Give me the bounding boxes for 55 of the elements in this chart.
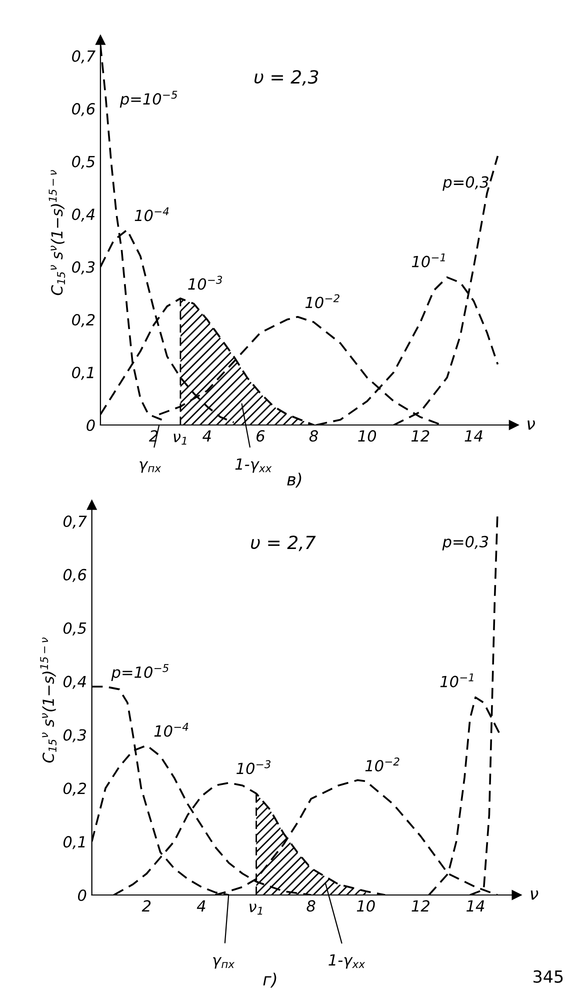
y-tick-label: 0,7	[63, 515, 87, 529]
y-tick-label: 0	[78, 889, 86, 902]
x-tick-label: 12	[412, 900, 430, 912]
series-label: p=10$^{−5}$	[120, 90, 178, 108]
y-tick-label: 0,1	[63, 836, 85, 850]
y-tick-label: 0,2	[72, 314, 95, 328]
y-tick-label: 0,1	[72, 366, 94, 380]
series-label: 10$^{−2}$	[305, 294, 340, 308]
series-label: 10$^{−1}$	[412, 253, 445, 268]
text: 345	[534, 970, 563, 983]
series-label: 10$^{−1}$	[440, 673, 474, 688]
y-axis-title: C$_{15}$$^{ν}$ s$^{ν}$(1−s)$^{15−ν}$	[48, 170, 66, 296]
annotation: υ = 2,3	[254, 70, 318, 86]
x-tick-label: 4	[196, 900, 206, 912]
x-tick-label: 14	[466, 900, 484, 912]
series-label: 10$^{−3}$	[188, 276, 222, 290]
y-tick-label: 0,5	[63, 622, 86, 636]
x-tick-label: 10	[358, 430, 376, 442]
series-label: 10$^{−4}$	[154, 722, 188, 737]
text: γ$_{пх}$	[213, 957, 235, 969]
series-label: p=0,3	[442, 176, 488, 191]
y-tick-label: 0,7	[72, 50, 96, 64]
x-tick-label: 8	[309, 430, 318, 442]
y-tick-label: 0,4	[63, 676, 86, 689]
series-label: 10$^{−3}$	[236, 760, 270, 774]
text: γ$_{пх}$	[140, 461, 162, 473]
series-label: 10$^{−2}$	[365, 758, 400, 772]
y-tick-label: 0,2	[63, 782, 86, 796]
y-tick-label: 0,4	[72, 208, 94, 222]
y-axis-title: C$_{15}$$^{ν}$ s$^{ν}$(1−s)$^{15−ν}$	[40, 638, 57, 763]
ref-line-label: ν$_{1}$	[250, 904, 262, 915]
x-tick-label: 6	[256, 430, 265, 442]
x-tick-label: 8	[306, 900, 316, 912]
text: в)	[287, 472, 302, 488]
y-tick-label: 0,6	[63, 568, 86, 582]
x-tick-label: 12	[411, 430, 430, 442]
series-label: p=0,3	[442, 536, 488, 550]
x-axis-title: ν	[528, 420, 535, 430]
x-tick-label: 4	[202, 430, 211, 442]
x-axis-title: ν	[530, 890, 538, 900]
text: 1-γ$_{хх}$	[235, 458, 272, 473]
y-tick-label: 0,3	[63, 729, 86, 742]
y-tick-label: 0,3	[72, 261, 95, 274]
text: 1-γ$_{хх}$	[328, 954, 366, 969]
annotation: υ = 2,7	[251, 536, 316, 552]
x-tick-label: 10	[356, 900, 375, 912]
series-label: 10$^{−4}$	[134, 207, 169, 222]
y-tick-label: 0	[86, 419, 95, 432]
series-label: p=10$^{−5}$	[111, 664, 169, 681]
ref-line-label: ν$_{1}$	[174, 434, 186, 445]
y-tick-label: 0,5	[72, 156, 95, 169]
x-tick-label: 2	[142, 900, 151, 912]
text: г)	[263, 972, 276, 988]
y-tick-label: 0,6	[72, 103, 95, 116]
x-tick-label: 14	[464, 430, 482, 442]
